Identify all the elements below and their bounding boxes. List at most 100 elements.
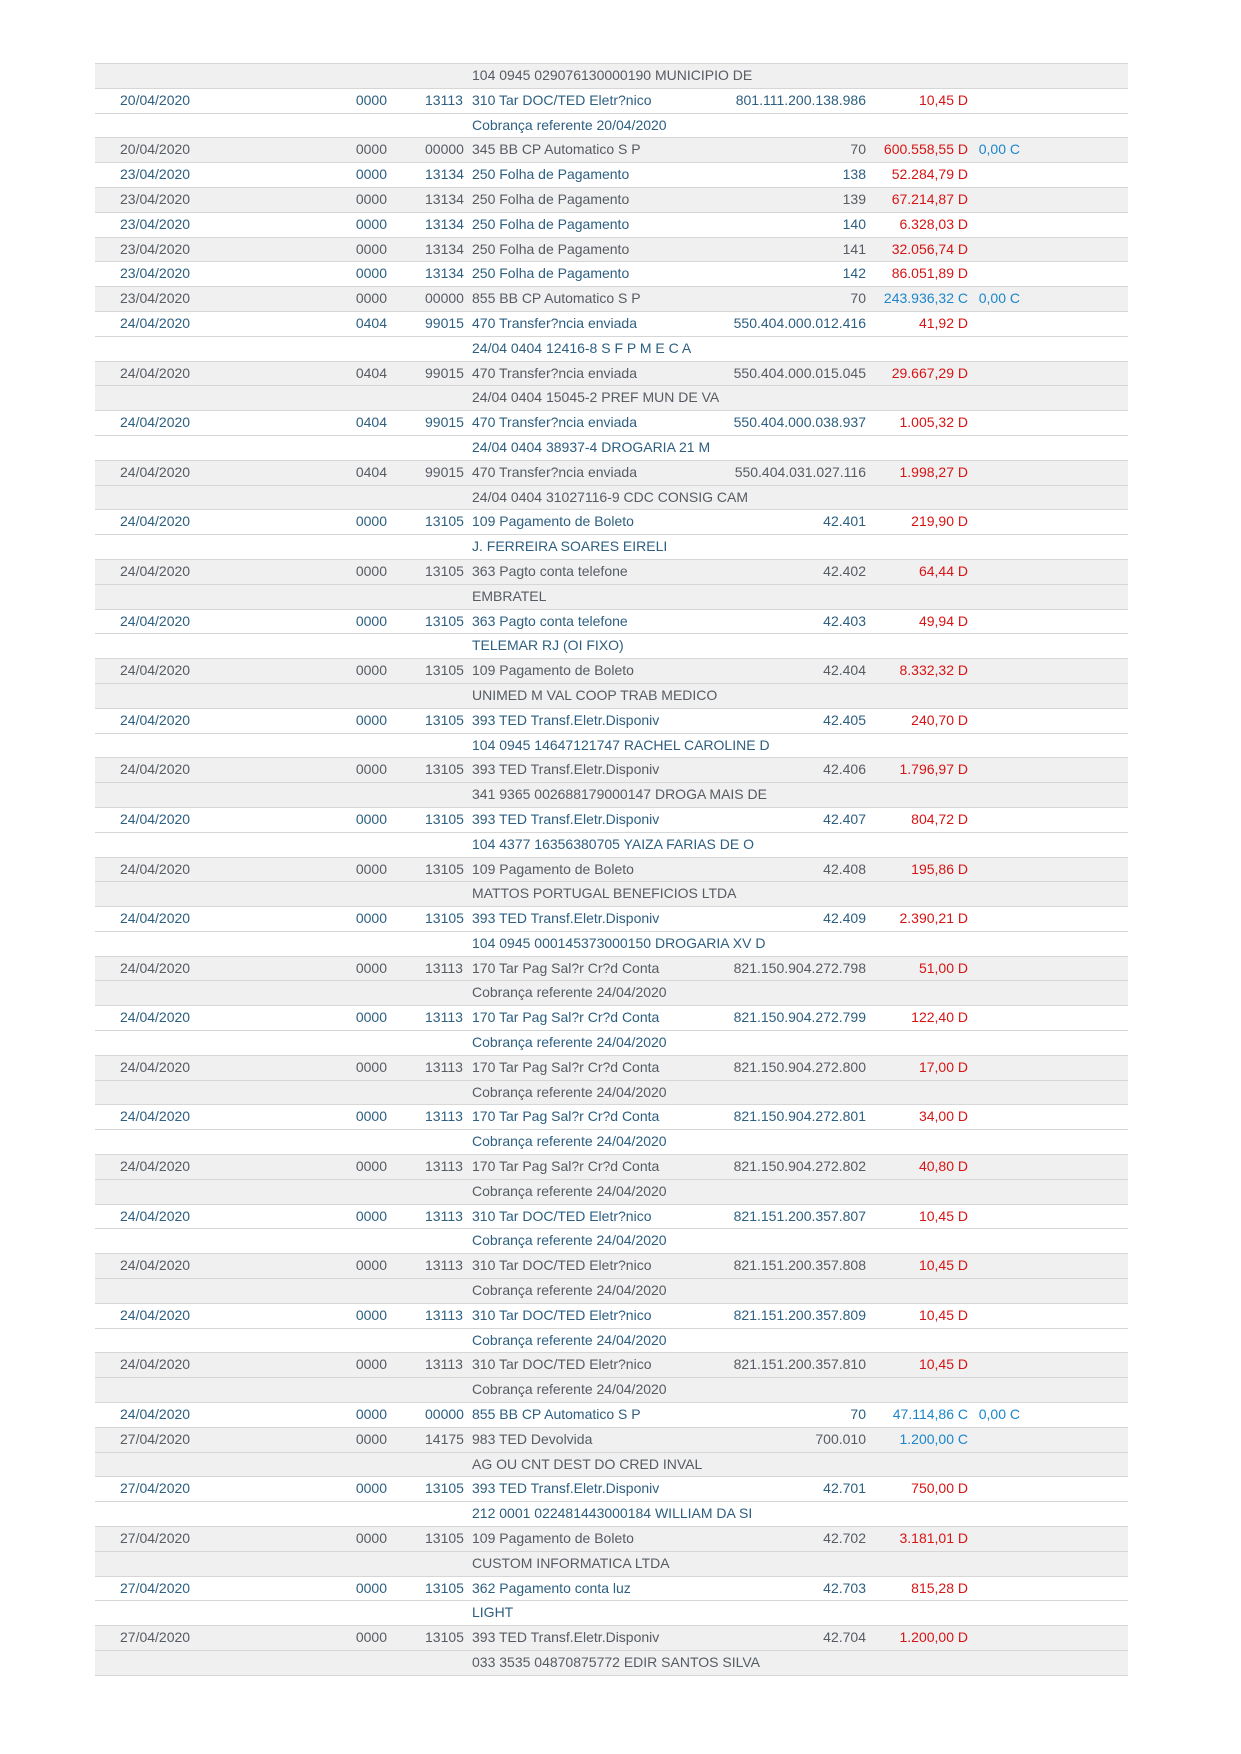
date-cell: 23/04/2020 <box>120 190 191 207</box>
document-number-cell: 821.151.200.357.808 <box>733 1257 866 1274</box>
agency-cell: 0404 <box>355 463 387 480</box>
transaction-row: 24/04/2020 0000 13105 109 Pagamento de Bole… <box>95 658 1128 683</box>
balance-cell: 0,00 C <box>978 141 1020 158</box>
agency-cell: 0000 <box>355 190 387 207</box>
code-cell: 13105 <box>425 662 464 679</box>
detail-text: 341 9365 002688179000147 DROGA MAIS DE <box>472 786 767 803</box>
document-number-cell: 42.406 <box>823 761 866 778</box>
document-number-cell: 821.150.904.272.800 <box>733 1058 866 1075</box>
detail-text: CUSTOM INFORMATICA LTDA <box>472 1554 670 1571</box>
date-cell: 27/04/2020 <box>120 1530 191 1547</box>
code-cell: 13105 <box>425 1629 464 1646</box>
agency-cell: 0000 <box>355 1406 387 1423</box>
code-cell: 13113 <box>425 1306 463 1323</box>
date-cell: 24/04/2020 <box>120 959 191 976</box>
date-cell: 24/04/2020 <box>120 612 191 629</box>
value-cell: 1.796,97 D <box>899 761 969 778</box>
transaction-detail-row: Cobrança referente 24/04/2020 <box>95 1178 1128 1204</box>
value-cell: 750,00 D <box>911 1480 968 1497</box>
detail-text: Cobrança referente 24/04/2020 <box>472 1381 667 1398</box>
description-cell: 310 Tar DOC/TED Eletr?nico <box>472 1306 652 1323</box>
date-cell: 23/04/2020 <box>120 290 191 307</box>
date-cell: 24/04/2020 <box>120 314 191 331</box>
agency-cell: 0000 <box>355 562 387 579</box>
date-cell: 24/04/2020 <box>120 1356 191 1373</box>
code-cell: 13134 <box>425 166 464 183</box>
transaction-row: 27/04/2020 0000 13105 393 TED Transf.Eletr.… <box>95 1476 1128 1502</box>
description-cell: 170 Tar Pag Sal?r Cr?d Conta <box>472 1009 660 1026</box>
agency-cell: 0000 <box>355 1257 387 1274</box>
document-number-cell: 139 <box>842 190 866 207</box>
value-cell: 2.390,21 D <box>899 910 969 927</box>
description-cell: 470 Transfer?ncia enviada <box>472 364 637 381</box>
description-cell: 470 Transfer?ncia enviada <box>472 314 637 331</box>
code-cell: 13113 <box>425 1356 463 1373</box>
code-cell: 00000 <box>425 141 464 158</box>
detail-text: TELEMAR RJ (OI FIXO) <box>472 637 624 654</box>
description-cell: 470 Transfer?ncia enviada <box>472 414 637 431</box>
value-cell: 49,94 D <box>918 612 968 629</box>
transaction-detail-row: 341 9365 002688179000147 DROGA MAIS DE <box>95 782 1128 807</box>
document-number-cell: 821.150.904.272.799 <box>733 1009 866 1026</box>
detail-text: Cobrança referente 24/04/2020 <box>472 1133 667 1150</box>
description-cell: 393 TED Transf.Eletr.Disponiv <box>472 810 660 827</box>
transaction-row: 24/04/2020 0404 99015 470 Transfer?ncia env… <box>95 459 1128 485</box>
document-number-cell: 821.151.200.357.810 <box>733 1356 866 1373</box>
transaction-row: 24/04/2020 0000 13113 310 Tar DOC/TED Eletr… <box>95 1253 1128 1279</box>
date-cell: 23/04/2020 <box>120 166 191 183</box>
transaction-detail-row: 24/04 0404 31027116-9 CDC CONSIG CAM <box>95 484 1128 510</box>
agency-cell: 0000 <box>355 662 387 679</box>
detail-text: UNIMED M VAL COOP TRAB MEDICO <box>472 686 718 703</box>
agency-cell: 0000 <box>355 612 387 629</box>
agency-cell: 0000 <box>355 910 387 927</box>
value-cell: 52.284,79 D <box>891 166 968 183</box>
transaction-row: 24/04/2020 0404 99015 470 Transfer?ncia env… <box>95 360 1128 386</box>
description-cell: 170 Tar Pag Sal?r Cr?d Conta <box>472 1058 660 1075</box>
description-cell: 855 BB CP Automatico S P <box>472 1406 641 1423</box>
transaction-detail-row: 24/04 0404 12416-8 S F P M E C A <box>95 335 1128 361</box>
value-cell: 86.051,89 D <box>891 265 968 282</box>
document-number-cell: 70 <box>850 290 866 307</box>
value-cell: 815,28 D <box>911 1579 968 1596</box>
transaction-detail-row: 104 0945 029076130000190 MUNICIPIO DE <box>95 63 1128 88</box>
value-cell: 600.558,55 D <box>883 141 968 158</box>
description-cell: 170 Tar Pag Sal?r Cr?d Conta <box>472 1158 660 1175</box>
code-cell: 14175 <box>425 1430 464 1447</box>
transaction-detail-row: 212 0001 022481443000184 WILLIAM DA SI <box>95 1501 1128 1527</box>
date-cell: 24/04/2020 <box>120 562 191 579</box>
description-cell: 363 Pagto conta telefone <box>472 612 628 629</box>
value-cell: 67.214,87 D <box>891 190 968 207</box>
agency-cell: 0000 <box>355 1058 387 1075</box>
transaction-detail-row: Cobrança referente 20/04/2020 <box>95 112 1128 138</box>
value-cell: 1.200,00 C <box>899 1430 969 1447</box>
transaction-row: 24/04/2020 0000 13105 393 TED Transf.Eletr.… <box>95 757 1128 783</box>
code-cell: 13105 <box>425 1480 464 1497</box>
date-cell: 24/04/2020 <box>120 414 191 431</box>
date-cell: 24/04/2020 <box>120 810 191 827</box>
transaction-detail-row: UNIMED M VAL COOP TRAB MEDICO <box>95 682 1128 708</box>
agency-cell: 0000 <box>355 240 387 257</box>
transaction-detail-row: MATTOS PORTUGAL BENEFICIOS LTDA <box>95 881 1128 907</box>
detail-text: Cobrança referente 20/04/2020 <box>472 116 667 133</box>
date-cell: 24/04/2020 <box>120 1306 191 1323</box>
transaction-row: 24/04/2020 0000 13113 170 Tar Pag Sal?r Cr?… <box>95 955 1128 981</box>
transaction-row: 23/04/2020 0000 13134 250 Folha de Pagament… <box>95 211 1128 237</box>
agency-cell: 0000 <box>355 810 387 827</box>
transaction-row: 24/04/2020 0000 13105 109 Pagamento de Bole… <box>95 509 1128 535</box>
agency-cell: 0404 <box>355 364 387 381</box>
detail-text: 104 4377 16356380705 YAIZA FARIAS DE O <box>472 835 755 852</box>
document-number-cell: 42.405 <box>823 711 866 728</box>
value-cell: 41,92 D <box>918 314 968 331</box>
code-cell: 99015 <box>425 463 464 480</box>
document-number-cell: 821.150.904.272.802 <box>733 1158 866 1175</box>
code-cell: 13113 <box>425 1108 463 1125</box>
document-number-cell: 821.151.200.357.809 <box>733 1306 866 1323</box>
transaction-row: 23/04/2020 0000 13134 250 Folha de Pagament… <box>95 162 1128 187</box>
transaction-detail-row: LIGHT <box>95 1600 1128 1626</box>
description-cell: 470 Transfer?ncia enviada <box>472 463 637 480</box>
document-number-cell: 42.409 <box>823 910 866 927</box>
transaction-row: 24/04/2020 0000 13113 170 Tar Pag Sal?r Cr?… <box>95 1104 1128 1130</box>
transaction-row: 24/04/2020 0000 13113 170 Tar Pag Sal?r Cr?… <box>95 1054 1128 1080</box>
date-cell: 27/04/2020 <box>120 1430 191 1447</box>
transaction-row: 24/04/2020 0000 13113 170 Tar Pag Sal?r Cr?… <box>95 1005 1128 1031</box>
